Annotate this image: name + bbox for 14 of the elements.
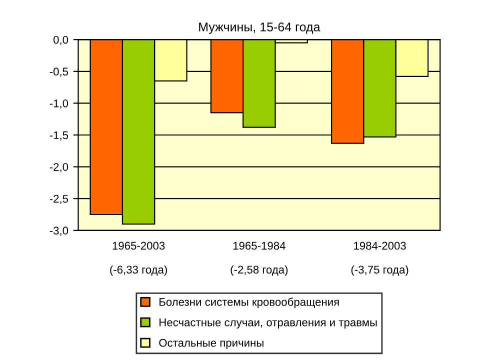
legend-label: Болезни системы кровообращения — [160, 298, 339, 308]
y-tick-label: -1,0 — [50, 99, 68, 109]
category-label: 1984-2003 (-3,75 года) — [351, 242, 408, 276]
y-tick-label: 0,0 — [54, 36, 68, 46]
y-tick-label: -1,5 — [50, 131, 68, 140]
chart-title: Мужчины, 15-64 года — [199, 22, 320, 34]
legend-label: Остальные причины — [159, 338, 264, 349]
y-tick-label: -0,5 — [50, 68, 68, 77]
category-label: 1965-1984 (-2,58 года) — [230, 242, 288, 276]
category-label: 1965-2003 (-6,33 года) — [110, 242, 167, 276]
y-tick-label: -3,0 — [50, 226, 68, 236]
y-tick-label: -2,5 — [50, 194, 68, 204]
y-tick-label: -2,0 — [50, 163, 68, 172]
legend-label: Несчастные случаи, отравления и травмы — [160, 318, 377, 329]
